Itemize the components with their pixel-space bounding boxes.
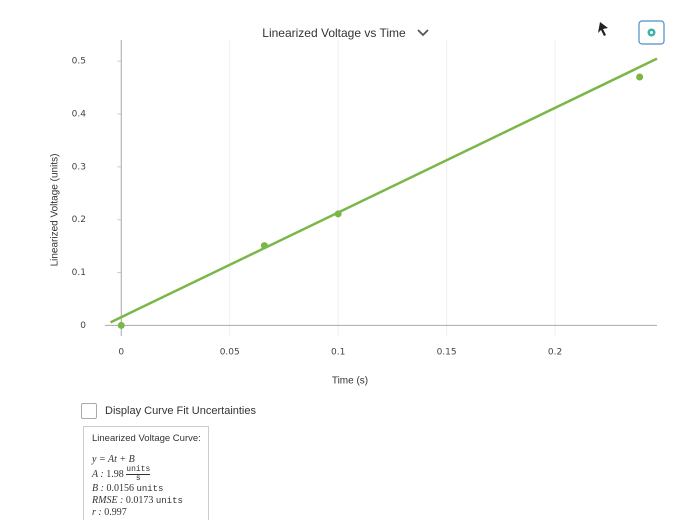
x-tick-label: 0: [118, 348, 124, 358]
fit-line: [109, 57, 658, 324]
fit-panel: Linearized Voltage Curve: y = At + B A :…: [83, 426, 209, 520]
param-unit: units s: [126, 465, 151, 483]
uncertainty-toggle[interactable]: Display Curve Fit Uncertainties: [81, 403, 256, 419]
param-name: B :: [92, 483, 104, 494]
param-name: r :: [92, 507, 102, 518]
param-name: RMSE :: [92, 495, 124, 506]
param-unit: units: [136, 484, 164, 494]
param-value: 1.98: [106, 468, 124, 480]
fit-equation: y = At + B: [92, 454, 135, 465]
y-tick-label: 0.5: [72, 57, 86, 67]
data-point: [260, 242, 268, 250]
y-tick-label: 0.4: [72, 110, 87, 120]
checkbox-label: Display Curve Fit Uncertainties: [105, 405, 256, 417]
fit-title: Linearized Voltage Curve:: [92, 433, 201, 444]
fit-param: r : 0.997: [92, 507, 208, 519]
data-point: [117, 321, 125, 329]
fit-param: RMSE : 0.0173 units: [92, 495, 208, 507]
param-name: A :: [92, 468, 104, 480]
fit-param: A : 1.98 units s: [92, 466, 208, 483]
param-unit: units: [155, 496, 183, 506]
param-value: 0.0156: [106, 483, 134, 494]
data-point: [636, 73, 644, 81]
y-tick-label: 0.2: [72, 215, 86, 225]
checkbox[interactable]: [81, 403, 97, 419]
x-tick-label: 0.2: [548, 348, 562, 358]
y-axis-label: Linearized Voltage (units): [50, 154, 61, 267]
unit-denominator: s: [135, 474, 141, 483]
y-tick-label: 0.3: [72, 162, 86, 172]
param-value: 0.0173: [125, 495, 154, 506]
x-axis-label: Time (s): [332, 376, 368, 387]
gear-hole: [650, 31, 653, 34]
chart: Linearized Voltage vs Time Linearized Vo…: [50, 20, 665, 387]
fit-param: B : 0.0156 units: [92, 483, 208, 495]
cursor: [598, 22, 608, 36]
chart-title: Linearized Voltage vs Time: [262, 26, 406, 40]
param-value: 0.997: [104, 507, 127, 518]
fit-params: A : 1.98 units s B : 0.0156 units RMSE : 0.…: [84, 466, 208, 519]
data-point: [334, 210, 342, 218]
y-tick-label: 0: [80, 321, 86, 331]
title-dropdown[interactable]: [417, 29, 429, 37]
x-tick-label: 0.15: [437, 348, 457, 358]
unit-numerator: units: [126, 465, 151, 475]
x-tick-label: 0.05: [220, 348, 240, 358]
x-tick-label: 0.1: [331, 348, 345, 358]
y-tick-label: 0.1: [72, 268, 86, 278]
